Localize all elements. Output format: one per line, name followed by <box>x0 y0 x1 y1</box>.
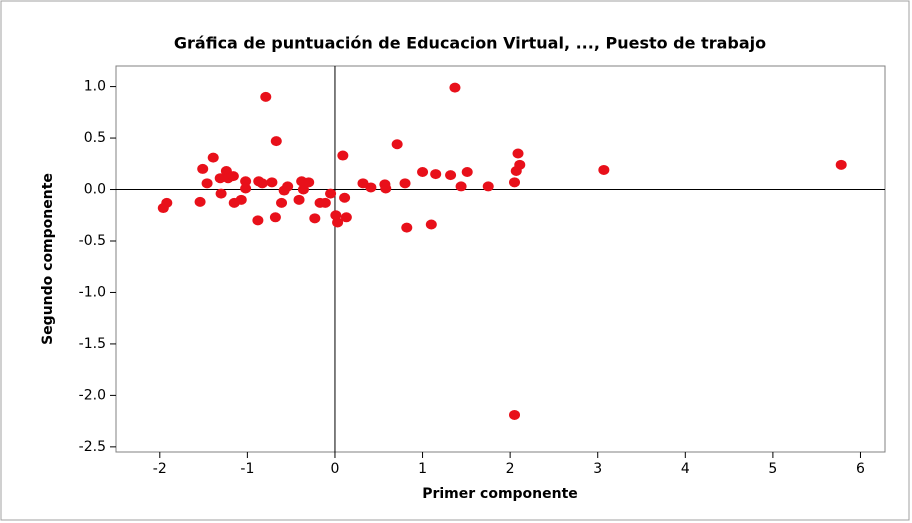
point <box>598 164 610 175</box>
point <box>445 170 457 181</box>
point <box>509 409 521 420</box>
y-tick-label: -1.5 <box>79 336 106 352</box>
point <box>260 91 272 102</box>
y-axis-label: Segundo componente <box>40 173 56 345</box>
point <box>270 136 282 147</box>
plot-area <box>115 65 886 453</box>
point <box>227 171 239 182</box>
point <box>509 177 521 188</box>
y-tick-label: -0.5 <box>79 233 106 249</box>
point <box>297 184 309 195</box>
y-tick-label: -1.0 <box>79 284 106 300</box>
point <box>340 212 352 223</box>
x-tick-label: 5 <box>768 461 777 477</box>
point <box>252 215 264 226</box>
x-tick-label: 3 <box>593 461 602 477</box>
point <box>835 159 847 170</box>
point <box>269 212 281 223</box>
point <box>282 181 294 192</box>
point <box>215 188 227 199</box>
y-tick-label: -2.0 <box>79 387 106 403</box>
point <box>256 178 268 189</box>
point <box>430 169 442 180</box>
x-axis-label: Primer componente <box>422 486 578 502</box>
point <box>276 197 288 208</box>
point <box>240 176 252 187</box>
point <box>332 217 344 228</box>
point <box>207 152 219 163</box>
point <box>339 192 351 203</box>
point <box>449 82 461 93</box>
y-tick-label: 0.5 <box>84 130 106 146</box>
point <box>197 163 209 174</box>
point <box>512 148 524 159</box>
x-tick-label: -1 <box>240 461 254 477</box>
point <box>325 188 337 199</box>
point <box>380 183 392 194</box>
point <box>337 150 349 161</box>
point <box>293 194 305 205</box>
point <box>201 178 213 189</box>
point <box>425 219 437 230</box>
point <box>161 197 173 208</box>
point <box>303 177 315 188</box>
point <box>514 159 526 170</box>
point <box>240 183 252 194</box>
point <box>309 213 321 224</box>
x-tick-label: 2 <box>506 461 515 477</box>
point <box>266 177 278 188</box>
point <box>401 222 413 233</box>
y-tick-label: -2.5 <box>79 439 106 455</box>
chart-title: Gráfica de puntuación de Educacion Virtu… <box>174 34 766 53</box>
point <box>214 173 226 184</box>
point <box>461 167 473 178</box>
point <box>319 197 331 208</box>
y-tick-label: 0.0 <box>84 182 106 198</box>
point <box>399 178 411 189</box>
point <box>482 181 494 192</box>
x-tick-label: 0 <box>331 461 340 477</box>
x-tick-label: 4 <box>681 461 690 477</box>
point <box>455 181 467 192</box>
x-tick-label: 6 <box>856 461 865 477</box>
y-tick-label: 1.0 <box>84 79 106 95</box>
point <box>417 167 429 178</box>
x-tick-label: -2 <box>153 461 167 477</box>
x-tick-label: 1 <box>418 461 427 477</box>
point <box>194 196 206 207</box>
point <box>391 139 403 150</box>
point <box>235 194 247 205</box>
point <box>365 182 377 193</box>
